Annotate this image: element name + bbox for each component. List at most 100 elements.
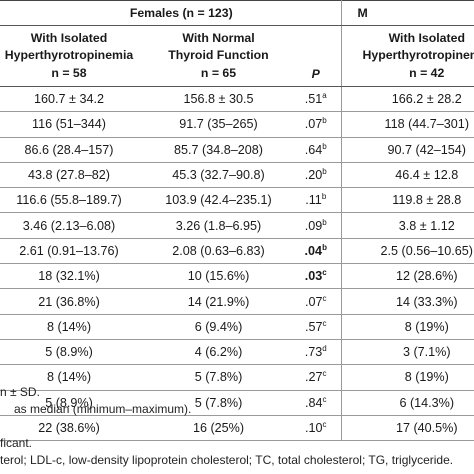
p-value-footnote-mark: b <box>322 217 327 227</box>
cell-isolated-females: 18 (32.1%) <box>0 263 146 290</box>
header-line: With Isolated <box>388 30 465 45</box>
cell-p-value: .20b <box>291 162 342 189</box>
cell-isolated-females: 21 (36.8%) <box>0 288 146 315</box>
cell-p-value: .03c <box>291 263 342 290</box>
cell-isolated-males: 46.4 ± 12.8 <box>341 162 474 189</box>
cell-p-value: .04b <box>291 238 342 265</box>
table-row: 3.46 (2.13–6.08) 3.26 (1.8–6.95) .09b 3.8 ±… <box>0 212 474 239</box>
cell-isolated-males: 8 (19%) <box>341 364 474 391</box>
cell-p-value: .51a <box>291 86 342 113</box>
p-value-text: .09 <box>304 218 323 233</box>
p-value-text: .03 <box>304 269 323 284</box>
p-value-text: .64 <box>304 142 323 157</box>
cell-isolated-females: 8 (14%) <box>0 314 146 340</box>
p-value-text: .27 <box>305 370 323 385</box>
p-value-footnote-mark: d <box>322 344 327 354</box>
p-value-text: .10 <box>305 421 323 435</box>
cell-normal-females: 4 (6.2%) <box>146 339 291 366</box>
header-line: n = 42 <box>409 65 445 80</box>
table-row: 2.61 (0.91–13.76) 2.08 (0.63–6.83) .04b 2.5… <box>0 238 474 265</box>
p-value-footnote-mark: c <box>322 420 327 429</box>
cell-isolated-females: 8 (14%) <box>0 364 146 391</box>
cell-isolated-males: 2.5 (0.56–10.65) <box>341 238 474 265</box>
cell-normal-females: 2.08 (0.63–6.83) <box>146 238 291 265</box>
cell-normal-females: 14 (21.9%) <box>146 288 291 315</box>
table-row: 21 (36.8%) 14 (21.9%) .07c 14 (33.3%) <box>0 288 474 315</box>
cell-normal-females: 5 (7.8%) <box>146 364 291 391</box>
cell-isolated-males: 166.2 ± 28.2 <box>341 86 474 113</box>
table-row: 8 (14%) 5 (7.8%) .27c 8 (19%) <box>0 364 474 391</box>
cell-p-value: .07c <box>291 288 342 315</box>
cell-normal-females: 85.7 (34.8–208) <box>146 137 291 163</box>
footnote-line: n ± SD. <box>0 385 40 399</box>
footnote-line: terol; LDL-c, low-density lipoprotein ch… <box>0 453 454 467</box>
cell-p-value: .11b <box>291 187 342 214</box>
header-line: With Normal <box>182 30 255 45</box>
cell-normal-females: 16 (25%) <box>146 415 291 442</box>
cell-p-value: .10c <box>291 415 342 442</box>
table-row: 43.8 (27.8–82) 45.3 (32.7–90.8) .20b 46.4 ±… <box>0 162 474 189</box>
p-value-footnote-mark: b <box>322 116 327 126</box>
p-value-text: .84 <box>305 395 323 410</box>
col-isolated-females-header: With Isolated Hyperthyrotropinemia n = 5… <box>0 25 146 87</box>
table-row: 86.6 (28.4–157) 85.7 (34.8–208) .64b 90.7 (… <box>0 137 474 163</box>
header-line: n = 65 <box>200 65 237 80</box>
table-row: 8 (14%) 6 (9.4%) .57c 8 (19%) <box>0 314 474 340</box>
p-value-text: .73 <box>304 345 323 360</box>
p-value-text: .07 <box>305 294 323 309</box>
p-value-text: .57 <box>305 319 323 334</box>
cell-isolated-females: 22 (38.6%) <box>0 415 146 442</box>
cell-isolated-females: 116.6 (55.8–189.7) <box>0 187 146 214</box>
table-row: 116 (51–344) 91.7 (35–265) .07b 118 (44.7–3… <box>0 111 474 138</box>
p-value-footnote-mark: a <box>322 91 327 101</box>
cell-isolated-males: 12 (28.6%) <box>341 263 474 290</box>
group-females-header: Females (n = 123) <box>0 0 342 26</box>
cell-isolated-females: 43.8 (27.8–82) <box>0 162 146 189</box>
cell-isolated-females: 2.61 (0.91–13.76) <box>0 238 146 265</box>
cell-normal-females: 45.3 (32.7–90.8) <box>146 162 291 189</box>
footnote-line <box>0 418 474 435</box>
cell-p-value: .64b <box>291 137 342 163</box>
header-line: With Isolated <box>30 30 108 45</box>
p-value-footnote-mark: b <box>322 242 327 252</box>
table-row: 160.7 ± 34.2 156.8 ± 30.5.51a 166.2 ± 28.2 <box>0 86 474 113</box>
results-table: Females (n = 123) M With Isolated Hypert… <box>0 0 474 442</box>
cell-p-value: .09b <box>291 212 342 239</box>
p-value-footnote-mark: c <box>322 394 327 404</box>
cell-isolated-females: 5 (8.9%) <box>0 390 146 416</box>
p-value-footnote-mark: b <box>322 167 327 177</box>
cell-isolated-males: 6 (14.3%) <box>341 390 474 416</box>
cell-isolated-females: 86.6 (28.4–157) <box>0 137 146 163</box>
col-isolated-males-header: With Isolated Hyperthyrotropinemia n = 4… <box>341 25 474 87</box>
footnote-line: ficant. <box>0 436 33 450</box>
table-row: 5 (8.9%) 5 (7.8%) .84c 6 (14.3%) <box>0 390 474 416</box>
cell-isolated-females: 116 (51–344) <box>0 111 146 138</box>
cell-p-value: .84c <box>291 390 342 416</box>
cell-p-value: .27c <box>291 364 342 391</box>
table-body: 160.7 ± 34.2 156.8 ± 30.5.51a 166.2 ± 28.2… <box>0 86 474 442</box>
cell-p-value: .73d <box>291 339 342 366</box>
p-value-footnote-mark: b <box>322 141 327 151</box>
header-line: n = 58 <box>51 65 87 80</box>
cell-isolated-males: 3 (7.1%) <box>341 339 474 366</box>
cell-p-value: .07b <box>291 111 342 138</box>
col-p-header: P <box>291 25 342 87</box>
table-row: 116.6 (55.8–189.7) 103.9 (42.4–235.1) .11b… <box>0 187 474 214</box>
table-row: 5 (8.9%) 4 (6.2%) .73d 3 (7.1%) <box>0 339 474 366</box>
group-males-header: M <box>341 0 474 26</box>
p-value-text: .11 <box>305 193 322 208</box>
p-value-text: .51 <box>304 92 323 107</box>
p-value-text: .07 <box>304 117 323 132</box>
cell-normal-females: 91.7 (35–265) <box>146 111 291 138</box>
p-value-text: .04 <box>304 243 323 258</box>
cell-normal-females: 103.9 (42.4–235.1) <box>146 187 291 214</box>
cell-isolated-females: 5 (8.9%) <box>0 339 146 366</box>
cell-isolated-females: 160.7 ± 34.2 <box>0 86 146 113</box>
p-value-text: .20 <box>304 168 323 183</box>
cell-normal-females: 5 (7.8%) <box>146 390 291 416</box>
cell-p-value: .57c <box>291 314 342 340</box>
p-value-footnote-mark: c <box>322 318 327 328</box>
cell-isolated-males: 8 (19%) <box>341 314 474 340</box>
cell-normal-females: 3.26 (1.8–6.95) <box>146 212 291 239</box>
group-header-row: Females (n = 123) M <box>0 0 474 26</box>
